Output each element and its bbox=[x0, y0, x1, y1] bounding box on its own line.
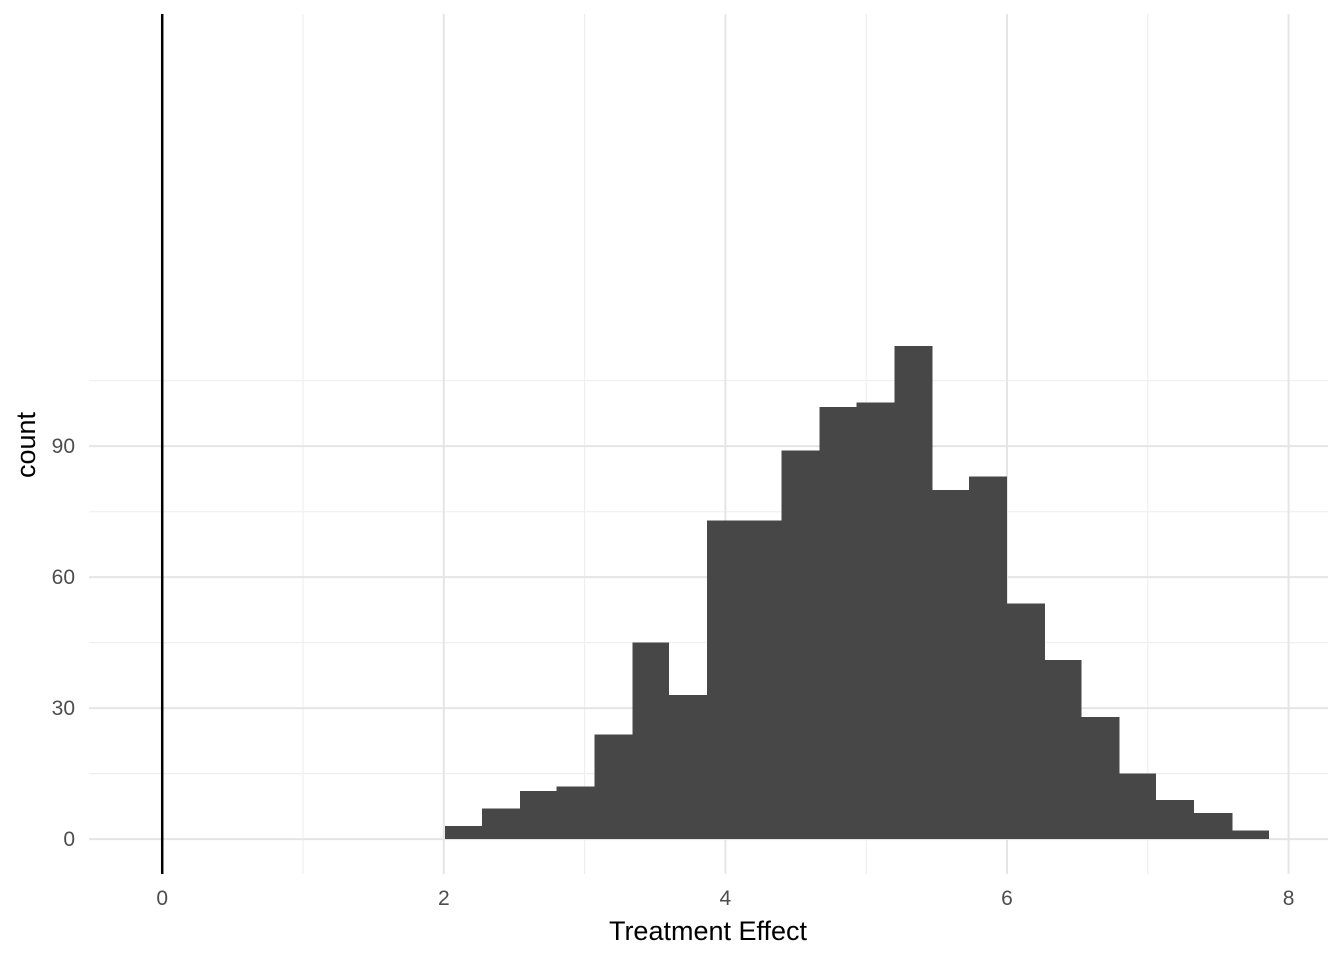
x-tick-label: 6 bbox=[1001, 887, 1013, 910]
histogram-bar bbox=[1119, 773, 1157, 840]
x-tick-label: 4 bbox=[720, 887, 732, 910]
histogram-bar bbox=[1045, 660, 1082, 840]
histogram-bar bbox=[594, 734, 633, 840]
histogram-bar bbox=[1006, 603, 1046, 840]
y-tick-label: 60 bbox=[52, 566, 75, 589]
x-tick-label: 2 bbox=[438, 887, 450, 910]
y-axis-tick-labels: 0 30 60 90 bbox=[52, 435, 75, 851]
histogram-bar bbox=[856, 402, 895, 840]
histogram-bars bbox=[445, 345, 1269, 840]
histogram-bar bbox=[556, 786, 595, 840]
histogram-bar bbox=[968, 476, 1007, 840]
histogram-bar bbox=[819, 406, 857, 840]
histogram-bar bbox=[445, 825, 482, 840]
y-axis-title: count bbox=[11, 411, 41, 478]
histogram-bar bbox=[1081, 716, 1120, 840]
histogram-bar bbox=[669, 695, 708, 840]
histogram-bar bbox=[1156, 799, 1195, 840]
histogram-bar bbox=[1194, 812, 1233, 840]
x-tick-label: 8 bbox=[1283, 887, 1295, 910]
x-axis-title: Treatment Effect bbox=[609, 916, 808, 946]
x-axis-tick-labels: 0 2 4 6 8 bbox=[156, 887, 1294, 910]
histogram-bar bbox=[932, 489, 969, 840]
histogram-bar bbox=[1232, 830, 1269, 840]
histogram-bar bbox=[745, 520, 782, 840]
histogram-bar bbox=[481, 808, 520, 840]
histogram-bar bbox=[519, 791, 557, 840]
y-tick-label: 30 bbox=[52, 697, 75, 720]
histogram-bar bbox=[707, 520, 746, 840]
histogram-bar bbox=[781, 450, 820, 840]
y-tick-label: 0 bbox=[63, 828, 75, 851]
histogram-bar bbox=[632, 642, 670, 840]
x-tick-label: 0 bbox=[156, 887, 168, 910]
y-tick-label: 90 bbox=[52, 435, 75, 458]
histogram-bar bbox=[894, 345, 933, 840]
